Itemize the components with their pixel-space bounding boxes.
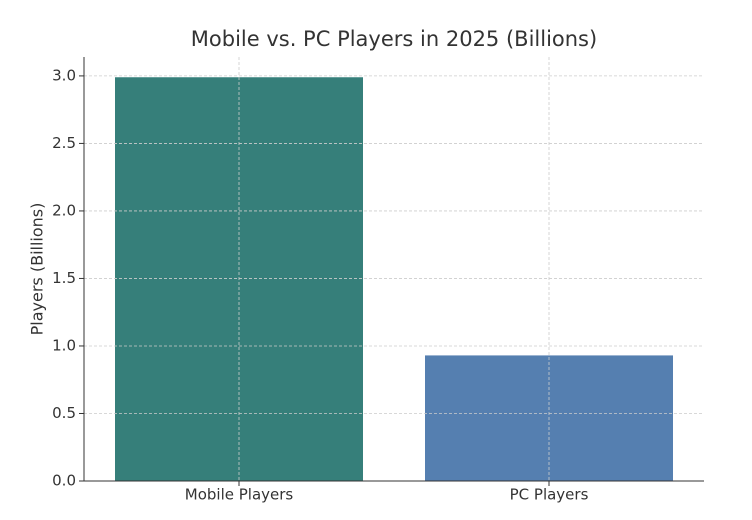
y-tick-label: 2.5 <box>52 134 76 152</box>
chart-title: Mobile vs. PC Players in 2025 (Billions) <box>191 27 597 51</box>
y-tick-label: 1.5 <box>52 269 76 287</box>
y-tick-label: 0.5 <box>52 404 76 422</box>
x-tick-label: Mobile Players <box>185 486 294 504</box>
y-tick-label: 1.0 <box>52 336 76 354</box>
y-axis-label: Players (Billions) <box>28 203 47 336</box>
x-tick-label: PC Players <box>510 486 589 504</box>
y-tick-label: 2.0 <box>52 201 76 219</box>
y-tick-label: 0.0 <box>52 472 76 490</box>
y-tick-label: 3.0 <box>52 66 76 84</box>
